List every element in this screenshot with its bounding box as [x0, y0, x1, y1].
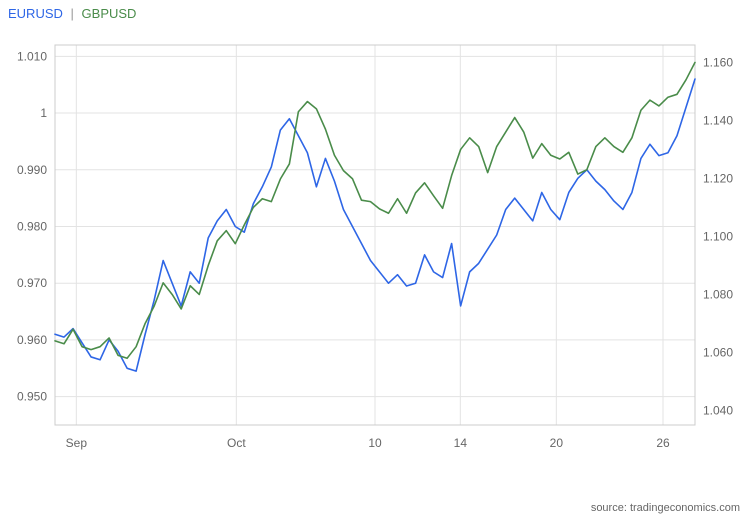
line-chart: 0.950 0.960 0.970 0.980 0.990 1 1.010 1.040 1.06… — [0, 0, 750, 520]
svg-text:26: 26 — [656, 436, 670, 450]
svg-text:Sep: Sep — [66, 436, 88, 450]
svg-text:1.010: 1.010 — [17, 49, 47, 63]
svg-text:0.960: 0.960 — [17, 333, 47, 347]
svg-text:1.160: 1.160 — [703, 55, 733, 69]
svg-text:14: 14 — [454, 436, 468, 450]
chart-container: EURUSD | GBPUSD 0.9500.9600.9700.9800.99… — [0, 0, 750, 520]
svg-text:Oct: Oct — [227, 436, 246, 450]
svg-text:10: 10 — [368, 436, 382, 450]
svg-text:1.100: 1.100 — [703, 229, 733, 243]
svg-text:0.950: 0.950 — [17, 390, 47, 404]
source-attribution: source: tradingeconomics.com — [591, 502, 740, 514]
svg-text:1.140: 1.140 — [703, 113, 733, 127]
svg-text:1: 1 — [40, 106, 47, 120]
svg-text:1.040: 1.040 — [703, 403, 733, 417]
svg-text:1.060: 1.060 — [703, 345, 733, 359]
svg-text:0.970: 0.970 — [17, 276, 47, 290]
svg-text:0.990: 0.990 — [17, 163, 47, 177]
svg-text:1.120: 1.120 — [703, 171, 733, 185]
svg-text:20: 20 — [550, 436, 564, 450]
svg-text:1.080: 1.080 — [703, 287, 733, 301]
svg-text:0.980: 0.980 — [17, 219, 47, 233]
